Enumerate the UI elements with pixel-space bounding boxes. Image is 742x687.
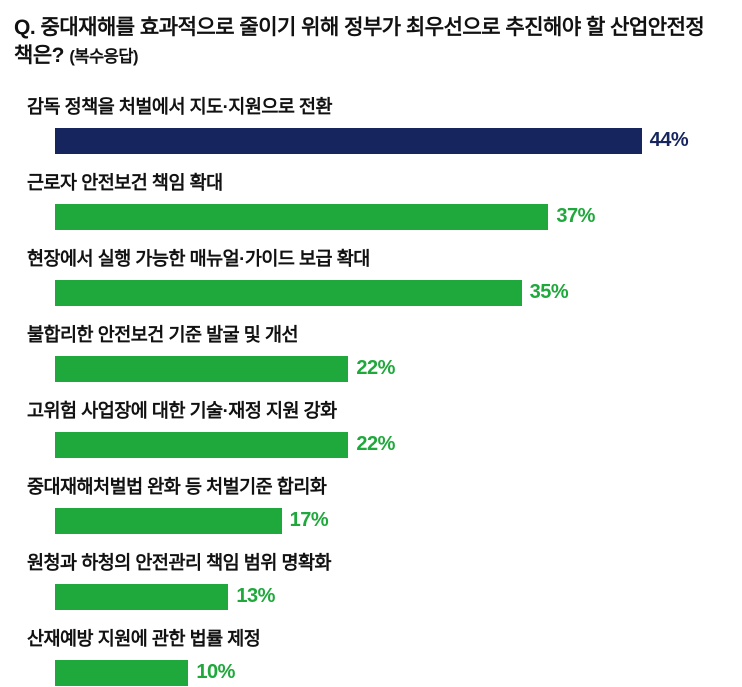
- bar-label: 원청과 하청의 안전관리 책임 범위 명확화: [27, 551, 332, 573]
- bar-scale: 13%: [55, 583, 695, 610]
- bar-track: 37%: [27, 203, 728, 230]
- bar-track: 13%: [27, 583, 728, 610]
- bar-group: 원청과 하청의 안전관리 책임 범위 명확화 13%: [27, 549, 728, 610]
- bar-value: 10%: [196, 661, 235, 684]
- bar-value: 22%: [356, 357, 395, 380]
- bar-scale: 10%: [55, 659, 695, 686]
- bar: [55, 431, 349, 458]
- bar-group: 근로자 안전보건 책임 확대 37%: [27, 169, 728, 230]
- bar: [55, 583, 229, 610]
- bar-group: 중대재해처벌법 완화 등 처벌기준 합리화 17%: [27, 473, 728, 534]
- bar-group: 산재예방 지원에 관한 법률 제정 10%: [27, 625, 728, 686]
- bar: [55, 203, 549, 230]
- bar-value: 44%: [649, 129, 689, 152]
- bar-group: 감독 정책을 처벌에서 지도·지원으로 전환 44%: [27, 93, 728, 154]
- bar-value: 17%: [289, 509, 329, 532]
- bar-scale: 22%: [55, 431, 695, 458]
- bar-scale: 22%: [55, 355, 695, 382]
- bar-scale: 37%: [55, 203, 695, 230]
- bar-label: 불합리한 안전보건 기준 발굴 및 개선: [27, 323, 299, 345]
- bar-track: 22%: [27, 431, 728, 458]
- bar: [55, 279, 522, 306]
- bar-value: 35%: [529, 281, 569, 304]
- bar-list: 감독 정책을 처벌에서 지도·지원으로 전환 44% 근로자 안전보건 책임 확…: [14, 93, 728, 686]
- chart-title: Q. 중대재해를 효과적으로 줄이기 위해 정부가 최우선으로 추진해야 할 산…: [14, 14, 714, 71]
- bar-track: 44%: [27, 127, 728, 154]
- bar: [55, 507, 282, 534]
- bar-label: 현장에서 실행 가능한 매뉴얼·가이드 보급 확대: [27, 247, 370, 269]
- bar-scale: 17%: [55, 507, 695, 534]
- bar-label: 감독 정책을 처벌에서 지도·지원으로 전환: [27, 95, 333, 117]
- bar-group: 고위험 사업장에 대한 기술·재정 지원 강화 22%: [27, 397, 728, 458]
- bar-scale: 35%: [55, 279, 695, 306]
- bar-label: 고위험 사업장에 대한 기술·재정 지원 강화: [27, 399, 337, 421]
- bar-group: 현장에서 실행 가능한 매뉴얼·가이드 보급 확대 35%: [27, 245, 728, 306]
- bar-value: 22%: [356, 433, 395, 456]
- bar-track: 17%: [27, 507, 728, 534]
- chart-subtitle: (복수응답): [69, 48, 139, 67]
- bar-label: 근로자 안전보건 책임 확대: [27, 171, 223, 193]
- bar-track: 22%: [27, 355, 728, 382]
- bar-label: 중대재해처벌법 완화 등 처벌기준 합리화: [27, 475, 327, 497]
- bar-value: 13%: [236, 585, 275, 608]
- chart-title-text: Q. 중대재해를 효과적으로 줄이기 위해 정부가 최우선으로 추진해야 할 산…: [14, 16, 705, 68]
- bar: [55, 659, 189, 686]
- bar: [55, 127, 642, 154]
- bar-label: 산재예방 지원에 관한 법률 제정: [27, 627, 261, 649]
- bar: [55, 355, 349, 382]
- bar-scale: 44%: [55, 127, 695, 154]
- bar-track: 35%: [27, 279, 728, 306]
- bar-track: 10%: [27, 659, 728, 686]
- bar-value: 37%: [556, 205, 595, 228]
- bar-group: 불합리한 안전보건 기준 발굴 및 개선 22%: [27, 321, 728, 382]
